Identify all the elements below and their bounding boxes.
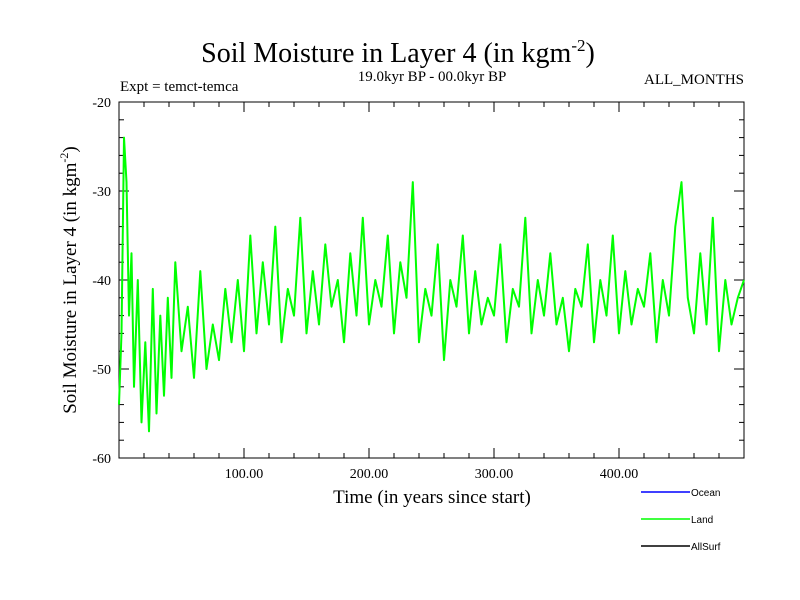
period-label: ALL_MONTHS	[644, 72, 744, 88]
series-line-land	[118, 136, 745, 433]
legend: Ocean Land AllSurf	[641, 488, 721, 553]
y-tick-label: -50	[92, 363, 111, 378]
x-tick-label: 400.00	[600, 467, 639, 482]
chart-title-close: )	[586, 38, 595, 69]
y-axis-label-sup: -2	[57, 153, 71, 163]
x-axis-label: Time (in years since start)	[333, 487, 531, 508]
chart-title-main: Soil Moisture in Layer 4 (in kgm	[201, 38, 571, 69]
expt-label: Expt = temct-temca	[120, 79, 239, 95]
y-axis-label: Soil Moisture in Layer 4 (in kgm-2)	[57, 146, 81, 414]
series-layer	[118, 136, 745, 433]
legend-label-allsurf: AllSurf	[691, 542, 721, 553]
axis-ticks: 100.00 200.00 300.00 400.00 -20 -30 -40 -50 -60	[92, 96, 744, 482]
chart-title-sup: -2	[571, 36, 585, 55]
x-tick-label: 100.00	[225, 467, 264, 482]
plot-frame	[118, 101, 745, 459]
y-tick-label: -20	[92, 96, 111, 111]
x-tick-label: 200.00	[350, 467, 389, 482]
legend-label-land: Land	[691, 515, 713, 526]
x-tick-label: 300.00	[475, 467, 514, 482]
chart-title: Soil Moisture in Layer 4 (in kgm-2)	[201, 36, 595, 69]
y-axis-label-main: Soil Moisture in Layer 4 (in kgm	[60, 162, 81, 413]
chart-subtitle: 19.0kyr BP - 00.0kyr BP	[358, 69, 507, 85]
y-tick-label: -60	[92, 452, 111, 467]
y-tick-label: -40	[92, 274, 111, 289]
y-tick-label: -30	[92, 185, 111, 200]
legend-label-ocean: Ocean	[691, 488, 720, 499]
y-axis-label-close: )	[60, 146, 81, 152]
